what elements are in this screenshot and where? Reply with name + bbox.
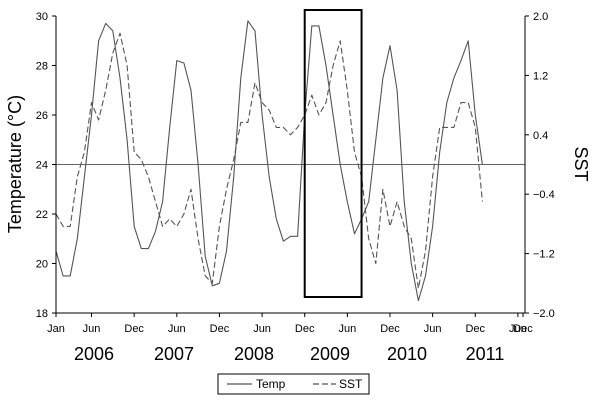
legend-group: Temp SST: [217, 373, 370, 395]
x-tick-label: Jun: [509, 323, 527, 335]
left-tick-label: 28: [36, 61, 48, 73]
x-tick-label: Jan: [47, 323, 65, 335]
y-axis-title-right: SST: [571, 146, 591, 181]
highlight-box: [303, 9, 363, 298]
x-tick-label: Dec: [124, 323, 144, 335]
highlight-box-group: [303, 9, 363, 298]
year-label: 2009: [310, 344, 350, 364]
x-tick-label: Jun: [424, 323, 442, 335]
left-tick-label: 18: [36, 308, 48, 320]
x-tick-label: Jun: [338, 323, 356, 335]
left-tick-label: 22: [36, 209, 48, 221]
left-tick-label: 20: [36, 259, 48, 271]
x-tick-label: Dec: [513, 323, 533, 335]
x-tick-label: Jun: [253, 323, 271, 335]
y-axis-title-left: Temperature (°C): [5, 95, 25, 233]
series-group: [55, 20, 483, 302]
left-tick-label: 26: [36, 110, 48, 122]
year-label: 2011: [466, 344, 505, 364]
year-label: 2007: [154, 344, 194, 364]
x-tick-label: Jun: [168, 323, 186, 335]
right-tick-label: 2.0: [533, 11, 548, 23]
year-label: 2010: [387, 344, 427, 364]
year-label: 2006: [74, 344, 114, 364]
right-tick-label: 1.2: [533, 70, 548, 82]
x-tick-label: Dec: [295, 323, 315, 335]
x-tick-label: Dec: [465, 323, 485, 335]
right-tick-label: −0.4: [533, 189, 555, 201]
legend-box: [217, 373, 370, 395]
x-tick-label: Dec: [380, 323, 400, 335]
right-tick-label: 0.4: [533, 130, 548, 142]
legend-label-sst: SST: [339, 377, 363, 391]
axes-group: [52, 15, 529, 317]
labels-group: 18 20 22 24 26 28 30 −2.0 −1.2 −0.4 0.4 1.2 2.0 Jan Ju…: [5, 11, 591, 364]
x-tick-label: Jun: [83, 323, 101, 335]
left-tick-label: 30: [36, 11, 48, 23]
right-tick-label: −1.2: [533, 249, 555, 261]
year-label: 2008: [234, 344, 274, 364]
series-line-sst: [55, 32, 483, 289]
series-line-temp: [55, 20, 483, 302]
right-tick-label: −2.0: [533, 308, 555, 320]
legend-label-temp: Temp: [256, 377, 286, 391]
x-tick-label: Dec: [210, 323, 230, 335]
left-tick-label: 24: [36, 160, 48, 172]
